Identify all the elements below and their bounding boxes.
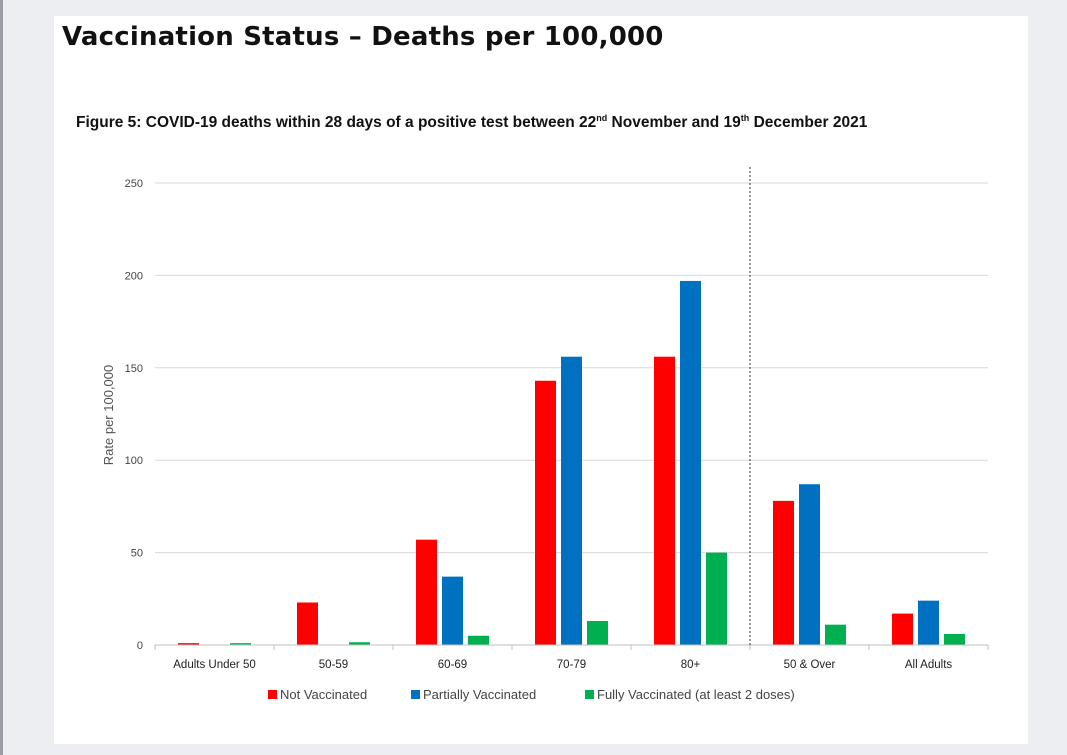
legend: Not Vaccinated Partially Vaccinated Fully … [268, 687, 795, 702]
figure-title-sup1: nd [596, 113, 608, 123]
figure-title-part2: November and 19 [607, 114, 741, 132]
bars [178, 280, 965, 645]
window-edge [0, 0, 3, 755]
bar-fully-3 [468, 635, 489, 645]
legend-swatch [585, 690, 594, 699]
bar-not-6 [773, 500, 794, 645]
bar-fully-7 [944, 633, 965, 645]
bar-not-3 [416, 539, 437, 645]
y-tick-label: 150 [125, 363, 143, 375]
y-tick-label: 100 [125, 455, 143, 467]
x-category-label: All Adults [905, 659, 953, 671]
y-tick-label: 0 [137, 640, 143, 652]
axes: 0 50 100 150 200 250 Adults Under 50 50-59 60-69… [125, 167, 989, 671]
bar-not-2 [297, 602, 318, 645]
bar-fully-4 [587, 620, 608, 645]
x-category-label: 80+ [681, 659, 701, 671]
bar-fully-2 [349, 642, 370, 645]
bar-fully-5 [706, 552, 727, 645]
y-tick-label: 50 [131, 548, 143, 560]
legend-label: Partially Vaccinated [423, 687, 536, 702]
bar-partially-3 [442, 576, 463, 645]
y-tick-label: 250 [125, 178, 143, 190]
figure-title: Figure 5: COVID-19 deaths within 28 days… [76, 113, 867, 132]
x-category-label: 70-79 [557, 659, 586, 671]
legend-label: Not Vaccinated [280, 687, 367, 702]
bar-partially-7 [918, 600, 939, 645]
bar-fully-1 [230, 643, 251, 645]
bar-not-7 [892, 613, 913, 645]
page-title: Vaccination Status – Deaths per 100,000 [62, 22, 664, 52]
bar-not-1 [178, 643, 199, 645]
legend-swatch [268, 690, 277, 699]
bar-not-5 [654, 356, 675, 645]
y-tick-label: 200 [125, 270, 143, 282]
bar-partially-4 [561, 356, 582, 645]
legend-label: Fully Vaccinated (at least 2 doses) [597, 687, 795, 702]
figure-title-sup2: th [740, 113, 750, 123]
x-category-label: 50-59 [319, 659, 348, 671]
bar-partially-5 [680, 280, 701, 645]
bar-fully-6 [825, 624, 846, 645]
x-category-label: 60-69 [438, 659, 467, 671]
bar-partially-6 [799, 484, 820, 645]
figure-title-part1: Figure 5: COVID-19 deaths within 28 days… [76, 114, 597, 132]
x-category-label: 50 & Over [784, 659, 836, 671]
x-category-label: Adults Under 50 [173, 659, 255, 671]
bar-not-4 [535, 380, 556, 645]
legend-swatch [411, 690, 420, 699]
figure-title-part3: December 2021 [749, 114, 868, 132]
y-axis-label: Rate per 100,000 [101, 365, 116, 465]
